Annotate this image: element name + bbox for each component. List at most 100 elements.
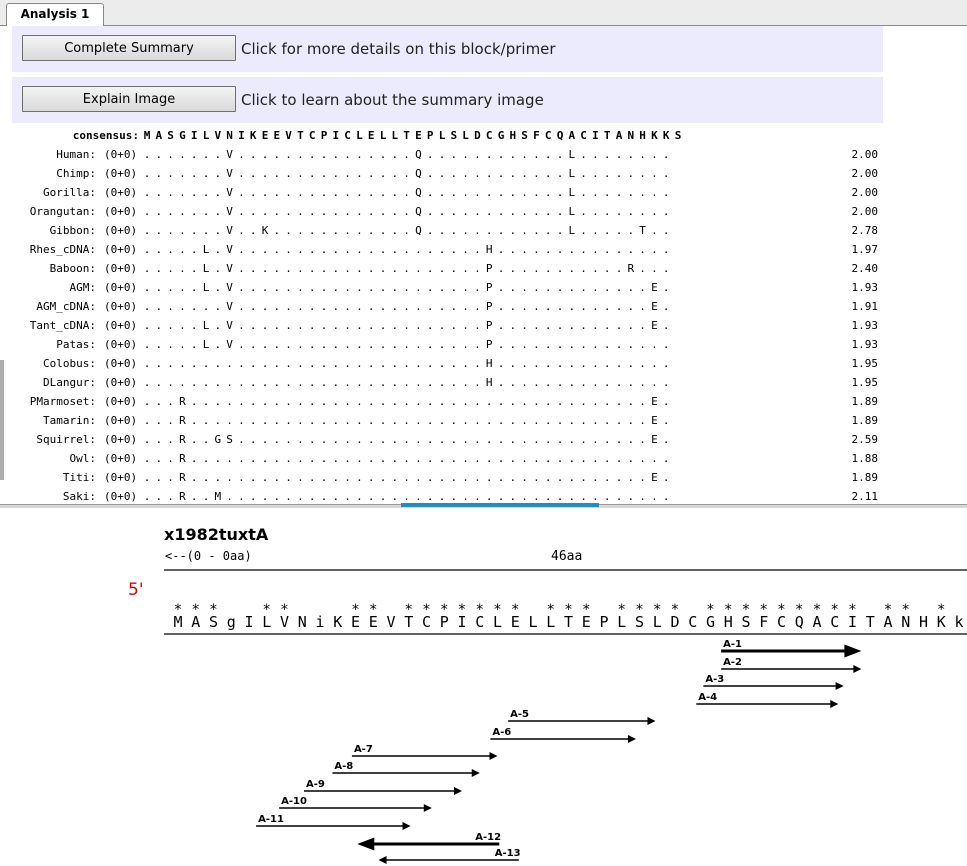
- residue-match: .: [379, 357, 387, 370]
- scroll-edge: [0, 360, 4, 480]
- residue-match: .: [143, 471, 151, 484]
- residue-match: .: [332, 414, 340, 427]
- residue-match: .: [214, 376, 222, 389]
- primer-a-3[interactable]: A-3: [703, 674, 844, 690]
- species-score: 1.95: [851, 376, 879, 389]
- residue-match: .: [403, 167, 410, 180]
- consensus-residue: T: [603, 129, 611, 142]
- residue-match: .: [521, 414, 528, 427]
- primer-a-8[interactable]: A-8: [332, 761, 480, 777]
- primer-a-11[interactable]: A-11: [256, 814, 411, 830]
- residue-match: .: [391, 224, 399, 237]
- consensus-residue: F: [533, 129, 540, 142]
- primer-a-13[interactable]: A-13: [378, 848, 521, 864]
- primer-a-6[interactable]: A-6: [490, 727, 636, 743]
- residue-match: .: [568, 319, 576, 332]
- conservation-star: *: [582, 602, 590, 618]
- consensus-residue: I: [238, 129, 245, 142]
- residue-match: .: [261, 262, 269, 275]
- residue-match: .: [639, 300, 646, 313]
- primer-a-9[interactable]: A-9: [304, 779, 462, 795]
- residue-match: .: [662, 281, 670, 294]
- residue-diff: V: [226, 262, 233, 275]
- tab-analysis-1[interactable]: Analysis 1: [6, 3, 104, 26]
- residue-match: .: [167, 471, 174, 484]
- residue-match: .: [521, 471, 528, 484]
- residue-match: .: [497, 224, 505, 237]
- residue-match: .: [603, 167, 611, 180]
- residue-match: .: [662, 471, 670, 484]
- residue-match: .: [214, 148, 222, 161]
- species-counts: (0+0): [104, 262, 138, 275]
- primer-label: A-10: [281, 796, 307, 807]
- residue-match: .: [462, 357, 469, 370]
- consensus-residue: C: [344, 129, 351, 142]
- residue-match: .: [580, 319, 587, 332]
- splitter-handle[interactable]: [401, 503, 599, 507]
- residue-diff: M: [214, 490, 222, 503]
- residue-match: .: [356, 300, 363, 313]
- residue-match: .: [249, 319, 257, 332]
- complete-summary-row: Complete Summary Click for more details …: [12, 26, 883, 72]
- primer-a-2[interactable]: A-2: [721, 657, 862, 673]
- residue-match: .: [533, 490, 540, 503]
- primer-a-10[interactable]: A-10: [279, 796, 432, 812]
- primer-a-5[interactable]: A-5: [508, 709, 656, 725]
- residue-match: .: [521, 224, 528, 237]
- residue-match: .: [190, 262, 198, 275]
- residue-match: .: [568, 395, 576, 408]
- residue-match: .: [379, 167, 387, 180]
- residue-match: .: [497, 414, 505, 427]
- residue-match: .: [344, 243, 351, 256]
- residue-match: .: [592, 243, 599, 256]
- residue-match: .: [285, 395, 292, 408]
- residue-diff: L: [202, 262, 210, 275]
- residue-match: .: [238, 281, 245, 294]
- residue-match: .: [615, 395, 623, 408]
- residue-match: .: [249, 490, 257, 503]
- primer-arrow-head: [835, 682, 844, 690]
- residue-match: .: [356, 338, 363, 351]
- residue-match: .: [261, 433, 269, 446]
- residue-match: .: [438, 167, 446, 180]
- primer-a-12[interactable]: A-12: [357, 832, 501, 851]
- residue-match: .: [190, 243, 198, 256]
- species-counts: (0+0): [104, 376, 138, 389]
- residue-match: .: [297, 319, 304, 332]
- residue-match: .: [308, 262, 316, 275]
- residue-match: .: [403, 186, 410, 199]
- residue-match: .: [403, 471, 410, 484]
- residue-match: .: [344, 471, 351, 484]
- primer-a-7[interactable]: A-7: [351, 744, 498, 760]
- residue-match: .: [544, 243, 552, 256]
- residue-match: .: [297, 452, 304, 465]
- primer-arrow-head: [471, 769, 480, 777]
- residue-match: .: [238, 319, 245, 332]
- residue-match: .: [509, 300, 517, 313]
- residue-match: .: [403, 338, 410, 351]
- complete-summary-button[interactable]: Complete Summary: [22, 35, 236, 61]
- residue-match: .: [249, 148, 257, 161]
- primer-a-1[interactable]: A-1: [721, 639, 862, 658]
- residue-match: .: [556, 452, 564, 465]
- residue-match: .: [273, 281, 281, 294]
- residue-match: .: [320, 224, 328, 237]
- residue-match: .: [450, 357, 458, 370]
- residue-match: .: [344, 433, 351, 446]
- primer-a-4[interactable]: A-4: [696, 692, 839, 708]
- residue-match: .: [297, 148, 304, 161]
- residue-match: .: [143, 376, 151, 389]
- residue-match: .: [651, 224, 658, 237]
- residue-match: .: [603, 471, 611, 484]
- residue-diff: E: [651, 300, 658, 313]
- residue-match: .: [379, 319, 387, 332]
- residue-match: .: [214, 414, 222, 427]
- explain-image-button[interactable]: Explain Image: [22, 86, 236, 112]
- residue-match: .: [615, 300, 623, 313]
- conservation-star: *: [813, 602, 821, 618]
- residue-match: .: [580, 186, 587, 199]
- residue-match: .: [509, 167, 517, 180]
- primer-label: A-9: [306, 779, 325, 790]
- residue-match: .: [320, 243, 328, 256]
- residue-match: .: [332, 262, 340, 275]
